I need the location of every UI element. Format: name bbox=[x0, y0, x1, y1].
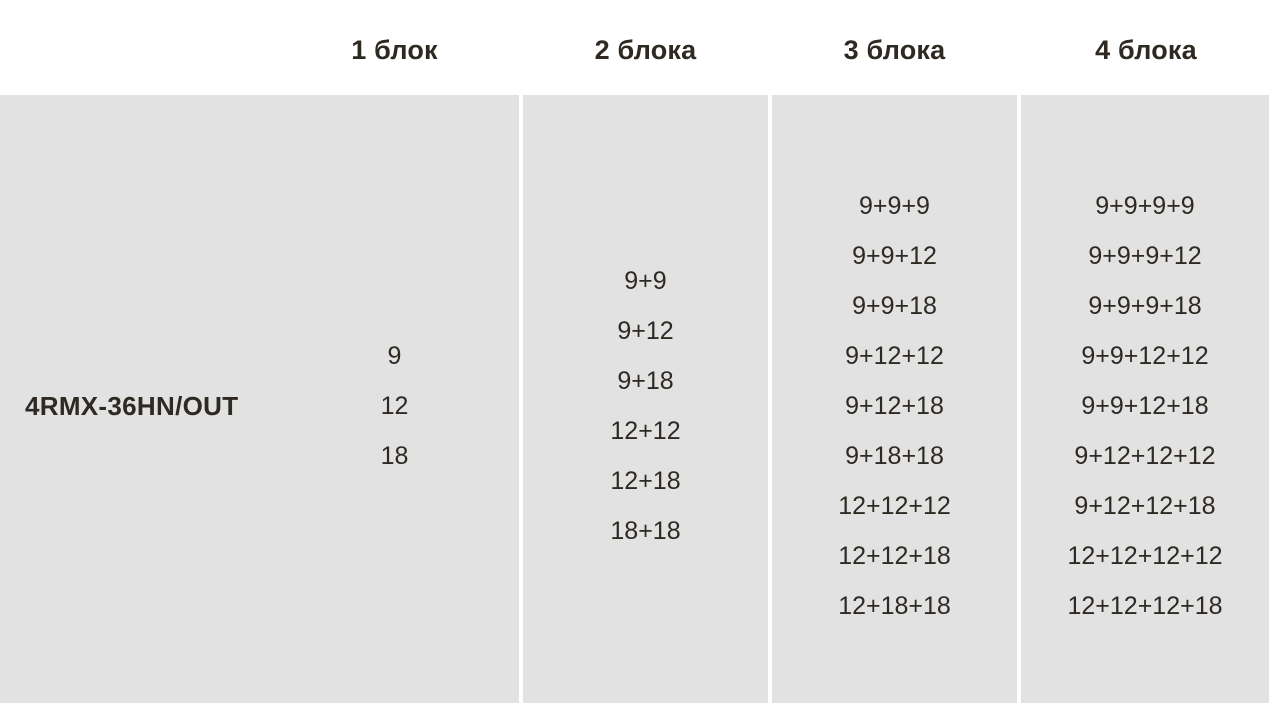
combination-value: 12+12+18 bbox=[838, 542, 951, 570]
combination-value: 9+9+12+18 bbox=[1081, 392, 1209, 420]
column-header-2-blocks: 2 блока bbox=[594, 35, 697, 65]
combination-value: 12 bbox=[380, 392, 409, 420]
value-list-2-blocks: 9+9 9+12 9+18 12+12 12+18 18+18 bbox=[610, 242, 680, 556]
combination-value: 9+12 bbox=[617, 317, 674, 345]
combination-value: 9+18+18 bbox=[845, 442, 944, 470]
combination-value: 9+18 bbox=[617, 367, 674, 395]
combination-value: 12+18+18 bbox=[838, 592, 951, 620]
combination-value: 9+9+12+12 bbox=[1081, 342, 1209, 370]
table-body-row: 4RMX-36HN/OUT 9 12 18 9+9 9+12 9+18 12+12 12+1… bbox=[0, 95, 1270, 703]
cell-3-blocks: 9+9+9 9+9+12 9+9+18 9+12+12 9+12+18 9+18+18 12… bbox=[772, 95, 1017, 703]
combination-value: 12+12 bbox=[610, 417, 681, 445]
column-header-1-block: 1 блок bbox=[351, 35, 438, 65]
combination-value: 12+12+12 bbox=[838, 492, 951, 520]
table-header-row: 1 блок 2 блока 3 блока 4 блока bbox=[0, 0, 1270, 95]
combination-value: 9+12+12+12 bbox=[1074, 442, 1216, 470]
combination-value: 9+9+18 bbox=[852, 292, 937, 320]
column-header-4-blocks: 4 блока bbox=[1095, 35, 1197, 65]
combination-value: 9+9+9+18 bbox=[1088, 292, 1202, 320]
model-cell: 4RMX-36HN/OUT 9 12 18 bbox=[0, 95, 519, 703]
combination-value: 9+9+9+9 bbox=[1095, 192, 1195, 220]
cell-4-blocks: 9+9+9+9 9+9+9+12 9+9+9+18 9+9+12+12 9+9+12+1… bbox=[1021, 95, 1269, 703]
combination-value: 18+18 bbox=[610, 517, 681, 545]
column-header-3-blocks: 3 блока bbox=[843, 35, 946, 65]
combination-value: 18 bbox=[380, 442, 409, 470]
combination-value: 12+12+12+18 bbox=[1067, 592, 1223, 620]
combination-value: 9+12+12+18 bbox=[1074, 492, 1216, 520]
cell-2-blocks: 9+9 9+12 9+18 12+12 12+18 18+18 bbox=[523, 95, 768, 703]
combination-value: 9+9+12 bbox=[852, 242, 937, 270]
model-name: 4RMX-36HN/OUT bbox=[25, 390, 239, 421]
combination-value: 9+12+18 bbox=[845, 392, 944, 420]
combination-value: 9+9+9+12 bbox=[1088, 242, 1202, 270]
value-list-3-blocks: 9+9+9 9+9+12 9+9+18 9+12+12 9+12+18 9+18+18 12… bbox=[838, 167, 951, 631]
value-list-1-block: 9 12 18 bbox=[270, 95, 519, 703]
combination-value: 12+12+12+12 bbox=[1067, 542, 1223, 570]
combination-value: 9+12+12 bbox=[845, 342, 944, 370]
combination-value: 9+9+9 bbox=[859, 192, 930, 220]
combination-value: 12+18 bbox=[610, 467, 681, 495]
combination-value: 9 bbox=[387, 342, 402, 370]
combination-value: 9+9 bbox=[624, 267, 667, 295]
value-list-4-blocks: 9+9+9+9 9+9+9+12 9+9+9+18 9+9+12+12 9+9+12+1… bbox=[1067, 167, 1222, 631]
